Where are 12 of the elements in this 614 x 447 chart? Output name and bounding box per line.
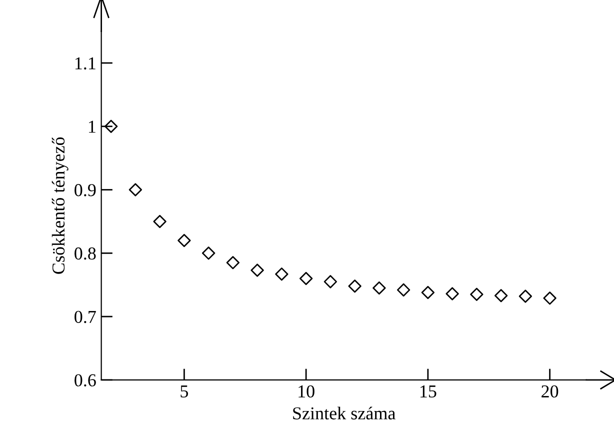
x-tick-label: 15 — [420, 385, 436, 398]
x-tick-label: 20 — [542, 385, 558, 398]
y-tick-label: 1 — [89, 120, 96, 133]
y-axis-title: Csökkentő tényező — [52, 137, 68, 274]
x-tick-label: 5 — [180, 386, 188, 398]
y-tick-label: 0.6 — [74, 374, 96, 386]
y-tick-label: 0.8 — [74, 247, 96, 260]
x-tick-label: 10 — [298, 385, 314, 398]
y-tick-label: 1.1 — [75, 57, 96, 70]
y-tick-label: 0.7 — [74, 310, 96, 324]
y-tick-label: 0.9 — [74, 184, 96, 196]
x-axis-title: Szintek száma — [293, 406, 396, 420]
